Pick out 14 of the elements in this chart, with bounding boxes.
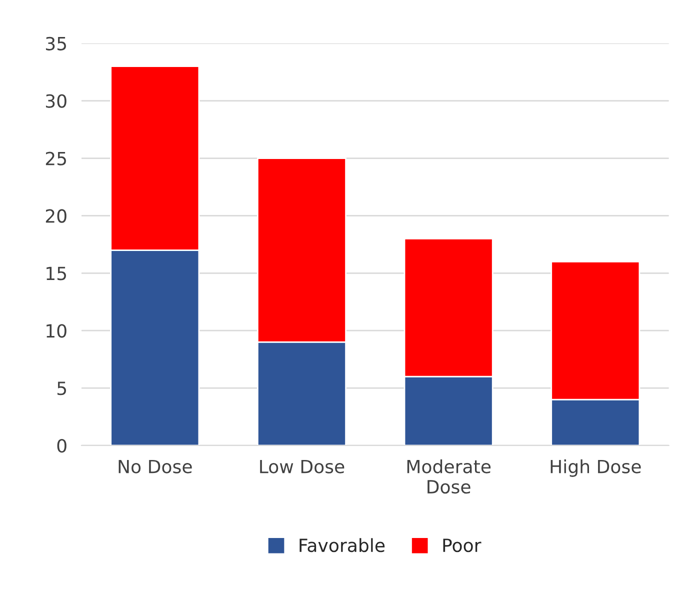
y-tick-label: 30 bbox=[46, 94, 66, 108]
y-tick-label: 10 bbox=[46, 324, 66, 338]
y-tick-label: 35 bbox=[46, 36, 66, 50]
legend-label: Poor bbox=[443, 538, 482, 552]
y-tick-label: 25 bbox=[46, 152, 66, 166]
y-tick-label: 0 bbox=[57, 438, 66, 453]
legend-label: Favorable bbox=[300, 538, 385, 552]
y-tick-label: 20 bbox=[46, 209, 66, 223]
y-tick-label: 15 bbox=[46, 266, 66, 280]
x-tick-label: Low Dose bbox=[260, 460, 344, 474]
x-tick-label: High Dose bbox=[550, 459, 641, 477]
x-tick-label: No Dose bbox=[118, 460, 192, 474]
x-tick-label: Moderate Dose bbox=[407, 459, 491, 494]
y-tick-label: 5 bbox=[57, 382, 66, 396]
